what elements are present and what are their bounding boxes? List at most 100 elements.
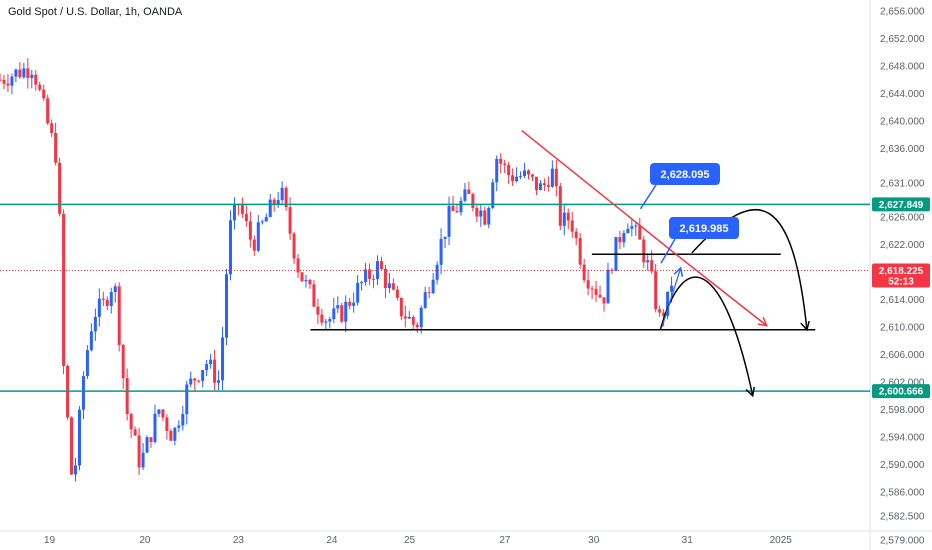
candle-body xyxy=(26,68,30,78)
y-tick-label: 2,636.000 xyxy=(880,144,925,155)
candle-body xyxy=(475,208,479,217)
y-tick-label: 2,656.000 xyxy=(880,7,925,18)
candle-body xyxy=(256,222,260,251)
candle-body xyxy=(483,210,487,225)
candle-body xyxy=(0,79,2,81)
candle-body xyxy=(538,183,542,191)
candle-body xyxy=(272,199,276,205)
candle-body xyxy=(149,437,153,443)
projection-arrow[interactable] xyxy=(671,250,768,327)
candle-body xyxy=(113,286,117,293)
candle-body xyxy=(630,226,634,229)
y-tick-label: 2,602.000 xyxy=(880,377,925,388)
candle-body xyxy=(50,123,54,133)
candle-body xyxy=(42,89,46,99)
candle-body xyxy=(527,170,531,175)
candle-body xyxy=(300,272,304,282)
y-tick-label: 2,626.000 xyxy=(880,213,925,224)
candle-body xyxy=(435,264,439,280)
x-tick-label: 31 xyxy=(682,535,694,546)
candle-body xyxy=(447,205,451,237)
candle-body xyxy=(622,233,626,243)
callout-box[interactable] xyxy=(650,163,720,185)
candle-body xyxy=(22,68,26,78)
drawings: 2,628.095 2,619.985 xyxy=(0,129,870,398)
candle-body xyxy=(387,283,391,289)
candle-body xyxy=(308,280,312,285)
current-price-tag-bg xyxy=(872,263,930,288)
resistance-price-tag-bg xyxy=(872,197,930,212)
candle-body xyxy=(642,239,646,263)
candle-body xyxy=(471,194,475,209)
candle-body xyxy=(542,183,546,186)
candle-body xyxy=(97,298,101,317)
candle-body xyxy=(379,261,383,269)
candle-body xyxy=(439,238,443,265)
y-tick-label: 2,586.000 xyxy=(880,487,925,498)
candle-body xyxy=(491,182,495,208)
current-price-tag-countdown: 52:13 xyxy=(888,277,914,288)
candle-body xyxy=(666,291,670,316)
projection-arrow[interactable] xyxy=(659,276,754,396)
projection-arrowhead xyxy=(757,317,768,327)
x-tick-label: 2025 xyxy=(770,535,793,546)
candles xyxy=(0,58,674,482)
candle-body xyxy=(499,158,503,164)
y-tick-label: 2,640.000 xyxy=(880,116,925,127)
candle-body xyxy=(479,210,483,217)
candle-body xyxy=(177,425,181,428)
candle-body xyxy=(74,465,78,475)
candle-body xyxy=(133,429,137,436)
candle-body xyxy=(117,286,121,345)
candle-body xyxy=(602,297,606,304)
candle-body xyxy=(566,212,570,221)
x-tick-label: 30 xyxy=(588,535,600,546)
candle-body xyxy=(419,307,423,328)
candle-body xyxy=(165,417,169,431)
candle-body xyxy=(169,430,173,441)
small-arrow[interactable] xyxy=(661,267,682,328)
candle-body xyxy=(507,164,511,176)
candle-body xyxy=(340,305,344,322)
candle-body xyxy=(582,264,586,281)
candle-body xyxy=(181,414,185,426)
y-tick-label: 2,622.000 xyxy=(880,240,925,251)
y-axis: 2,656.000 2,652.000 2,648.000 2,644.000 2,64… xyxy=(880,7,925,547)
candle-body xyxy=(368,269,372,279)
candle-body xyxy=(70,417,74,475)
candle-body xyxy=(431,279,435,294)
candle-body xyxy=(193,378,197,381)
candle-body xyxy=(606,269,610,304)
callout-box[interactable] xyxy=(669,217,739,239)
y-tick-label: 2,644.000 xyxy=(880,89,925,100)
x-tick-label: 23 xyxy=(233,535,245,546)
callout-pointer xyxy=(660,238,676,264)
candle-body xyxy=(145,437,149,453)
candle-body xyxy=(264,216,268,222)
current-price-tag: 2,618.225 xyxy=(879,266,924,277)
x-tick-label: 19 xyxy=(44,535,56,546)
y-tick-label: 2,579.000 xyxy=(880,535,925,546)
candle-body xyxy=(276,200,280,205)
candle-body xyxy=(594,288,598,295)
candle-body xyxy=(372,278,376,280)
y-tick-label: 2,594.000 xyxy=(880,432,925,443)
candle-body xyxy=(550,168,554,187)
y-tick-label: 2,652.000 xyxy=(880,34,925,45)
candle-body xyxy=(423,292,427,308)
candle-body xyxy=(395,289,399,298)
candle-body xyxy=(391,283,395,290)
candle-body xyxy=(578,238,582,265)
projection-arrowhead xyxy=(800,320,810,332)
candle-body xyxy=(292,233,296,259)
candle-body xyxy=(248,221,252,240)
candle-body xyxy=(662,312,666,316)
candle-body xyxy=(105,299,109,306)
trendline[interactable] xyxy=(521,129,673,253)
candle-body xyxy=(62,213,66,366)
projection-arrowhead xyxy=(745,386,756,398)
candle-body xyxy=(383,268,387,289)
